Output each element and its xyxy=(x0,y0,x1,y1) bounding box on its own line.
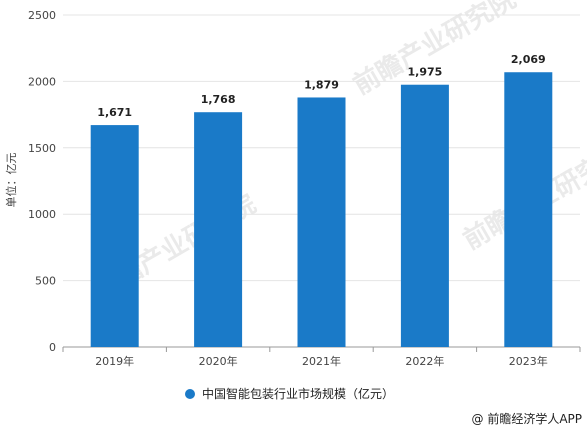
bar xyxy=(194,112,243,348)
bar xyxy=(504,72,553,347)
y-tick-label: 0 xyxy=(49,341,56,354)
bar xyxy=(90,125,139,347)
y-axis-label: 单位：亿元 xyxy=(4,153,18,208)
y-tick-label: 2500 xyxy=(28,9,56,22)
legend: 中国智能包装行业市场规模（亿元） xyxy=(185,386,394,401)
data-label: 1,975 xyxy=(408,66,443,79)
y-tick-label: 2000 xyxy=(28,75,56,88)
y-tick-label: 500 xyxy=(35,275,56,288)
x-tick-label: 2021年 xyxy=(302,354,341,368)
y-axis-ticks: 0 500 1000 1500 2000 2500 xyxy=(28,9,56,354)
legend-label: 中国智能包装行业市场规模（亿元） xyxy=(202,386,394,401)
data-label: 2,069 xyxy=(511,53,546,66)
data-labels: 1,671 1,768 1,879 1,975 2,069 xyxy=(97,53,545,119)
data-label: 1,671 xyxy=(97,106,132,119)
x-tick-label: 2023年 xyxy=(509,354,548,368)
bar xyxy=(400,84,449,347)
x-axis-ticks: 2019年 2020年 2021年 2022年 2023年 xyxy=(62,347,581,368)
bars xyxy=(90,72,553,348)
x-tick-label: 2020年 xyxy=(199,354,238,368)
y-tick-label: 1500 xyxy=(28,142,56,155)
bar xyxy=(297,97,346,347)
y-tick-label: 1000 xyxy=(28,208,56,221)
x-tick-label: 2022年 xyxy=(405,354,444,368)
x-tick-label: 2019年 xyxy=(95,354,134,368)
credit-text: @ 前瞻经济学人APP xyxy=(472,411,583,426)
data-label: 1,768 xyxy=(201,93,236,106)
data-label: 1,879 xyxy=(304,78,339,91)
legend-swatch xyxy=(185,389,195,399)
